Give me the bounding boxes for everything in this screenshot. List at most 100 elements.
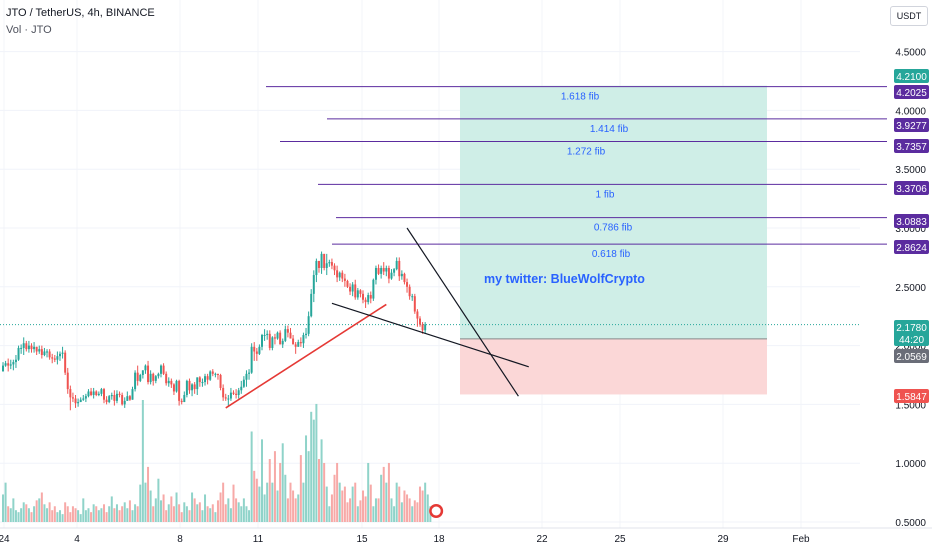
candle-body: [330, 262, 333, 266]
candle-body: [362, 293, 365, 300]
candle-body: [297, 342, 300, 347]
volume-bar: [242, 498, 245, 522]
fib-label: 1.272 fib: [567, 146, 606, 157]
volume-indicator-label[interactable]: Vol · JTO: [6, 24, 52, 36]
volume-bar: [271, 482, 274, 522]
candle-body: [323, 253, 326, 268]
volume-bar: [157, 478, 160, 522]
volume-bar: [341, 490, 344, 522]
volume-bar: [286, 498, 289, 522]
volume-bar: [408, 498, 411, 522]
price-label: 2.0569: [896, 352, 927, 363]
y-tick-label: 2.5000: [895, 283, 926, 294]
candle-body: [305, 333, 308, 336]
volume-bar: [17, 512, 20, 522]
candle-body: [248, 372, 251, 374]
volume-bar: [279, 462, 282, 522]
price-label-badge: [894, 139, 929, 153]
candle-body: [325, 263, 328, 268]
candle-body: [25, 343, 28, 350]
x-tick-label: 4: [74, 534, 80, 545]
volume-bar: [165, 510, 168, 522]
volume-bar: [263, 494, 266, 522]
candle-body: [235, 393, 238, 395]
candle-body: [33, 346, 36, 350]
candle-body: [229, 392, 232, 399]
volume-bar: [367, 462, 370, 522]
volume-bar: [276, 490, 279, 522]
candle-body: [413, 296, 416, 312]
candle-body: [154, 376, 157, 381]
volume-bar: [424, 482, 427, 522]
volume-bar: [297, 494, 300, 522]
volume-bar: [178, 504, 181, 522]
candle-body: [7, 363, 10, 366]
candle-body: [424, 324, 427, 331]
candle-body: [108, 396, 111, 403]
candle-body: [406, 282, 409, 287]
volume-bar: [121, 506, 124, 522]
volume-bar: [289, 482, 292, 522]
volume-bar: [58, 510, 61, 522]
volume-bar: [305, 435, 308, 522]
candle-body: [61, 352, 64, 354]
currency-button[interactable]: USDT: [890, 6, 928, 26]
volume-bar: [255, 478, 258, 522]
volume-bar: [325, 486, 328, 522]
candle-body: [82, 398, 85, 400]
candle-body: [393, 269, 396, 273]
candle-body: [185, 380, 188, 395]
price-label-badge: [894, 181, 929, 195]
trendline-support: [225, 303, 387, 409]
price-label-badge: [894, 118, 929, 132]
y-tick-label: 0.5000: [895, 518, 926, 529]
volume-bar: [53, 506, 56, 522]
candle-body: [312, 275, 315, 294]
candle-body: [333, 265, 336, 271]
volume-bar: [359, 500, 362, 522]
volume-bar: [385, 482, 388, 522]
volume-bar: [310, 411, 313, 522]
candle-body: [354, 284, 357, 298]
candle-body: [385, 267, 388, 272]
candle-body: [245, 373, 248, 380]
volume-bar: [144, 482, 147, 522]
profit-zone: [460, 85, 767, 339]
x-tick-label: 24: [0, 534, 10, 545]
volume-bar: [162, 494, 165, 522]
trendline-descending-lower: [331, 302, 529, 368]
candle-body: [281, 340, 284, 345]
volume-bar: [48, 502, 51, 522]
candle-body: [403, 273, 406, 283]
candle-body: [395, 260, 398, 270]
candle-body: [95, 391, 98, 395]
volume-bar: [281, 443, 284, 522]
candle-body: [299, 342, 302, 344]
candle-body: [12, 362, 15, 365]
trendline-descending-upper: [406, 227, 519, 397]
price-label-badge: [894, 85, 929, 99]
volume-bar: [421, 490, 424, 522]
x-tick-label: 15: [356, 534, 368, 545]
candle-body: [380, 267, 383, 274]
candle-body: [48, 351, 51, 358]
y-tick-label: 1.0000: [895, 459, 926, 470]
volume-bar: [100, 508, 103, 522]
price-label-badge: [894, 389, 929, 403]
volume-bar: [268, 459, 271, 522]
volume-bar: [393, 506, 396, 522]
volume-bar: [30, 512, 33, 522]
candle-body: [240, 386, 243, 391]
candle-body: [38, 349, 41, 352]
candle-body: [351, 284, 354, 292]
candle-body: [286, 329, 289, 333]
volume-bar: [33, 506, 36, 522]
bar-countdown: 44:20: [899, 335, 924, 346]
volume-bar: [71, 506, 74, 522]
volume-bar: [14, 510, 17, 522]
x-tick-label: 11: [253, 534, 264, 545]
candle-body: [157, 373, 160, 377]
candle-body: [253, 346, 256, 352]
